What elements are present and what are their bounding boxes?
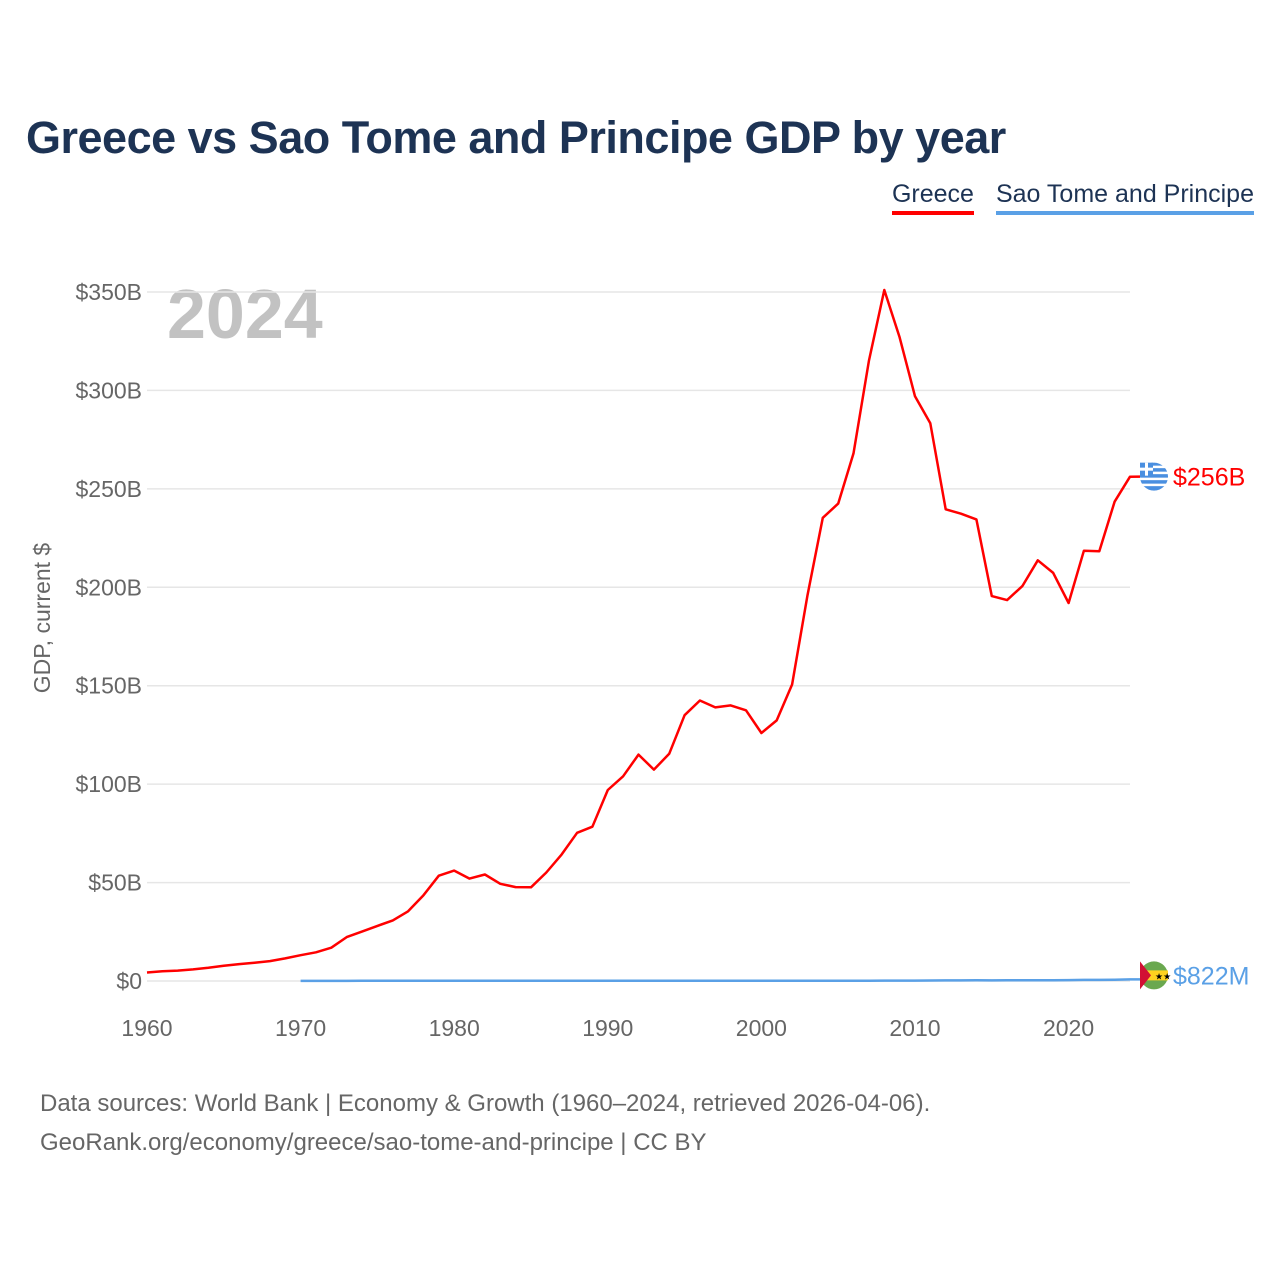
flag-triangle <box>1140 961 1151 990</box>
y-tick-label: $0 <box>116 968 142 994</box>
flag-stripe <box>1140 477 1168 481</box>
x-tick-label: 1970 <box>275 1015 326 1041</box>
legend: Greece Sao Tome and Principe <box>891 180 1254 215</box>
x-tick-label: 1990 <box>582 1015 633 1041</box>
footer: Data sources: World Bank | Economy & Gro… <box>40 1084 930 1162</box>
sao-tome-and-principe-flag-icon: ★★ <box>1140 961 1171 990</box>
greece-flag-icon <box>1140 462 1168 491</box>
y-tick-label: $100B <box>75 771 142 797</box>
y-tick-label: $200B <box>75 574 142 600</box>
y-axis-label: GDP, current $ <box>29 543 55 694</box>
chart-title: Greece vs Sao Tome and Principe GDP by y… <box>26 112 1006 163</box>
flag-cross <box>1140 467 1153 471</box>
y-tick-label: $350B <box>75 279 142 305</box>
y-tick-label: $50B <box>88 870 142 896</box>
x-tick-label: 1980 <box>429 1015 480 1041</box>
series-line-greece <box>146 288 1141 974</box>
legend-item-sao-tome[interactable]: Sao Tome and Principe <box>995 180 1254 215</box>
x-tick-label: 2020 <box>1043 1015 1094 1041</box>
year-label: 2024 <box>167 275 323 353</box>
x-tick-label: 1960 <box>121 1015 172 1041</box>
y-tick-label: $150B <box>75 673 142 699</box>
flag-stripe <box>1140 970 1168 981</box>
flag-stripe <box>1140 471 1168 475</box>
x-tick-label: 2000 <box>736 1015 787 1041</box>
y-tick-label: $250B <box>75 476 142 502</box>
legend-item-greece[interactable]: Greece <box>891 180 974 215</box>
flag-stripe <box>1140 483 1168 487</box>
end-value-label: $822M <box>1173 962 1249 990</box>
end-value-label: $256B <box>1173 464 1245 492</box>
y-tick-label: $300B <box>75 377 142 403</box>
data-source-text: Data sources: World Bank | Economy & Gro… <box>40 1090 931 1117</box>
x-tick-label: 2010 <box>889 1015 940 1041</box>
flag-stars: ★★ <box>1155 971 1171 981</box>
series-line-sao-tome <box>300 978 1141 983</box>
flag-stripe <box>1140 465 1168 469</box>
source-link[interactable]: GeoRank.org/economy/greece/sao-tome-and-… <box>40 1129 707 1156</box>
